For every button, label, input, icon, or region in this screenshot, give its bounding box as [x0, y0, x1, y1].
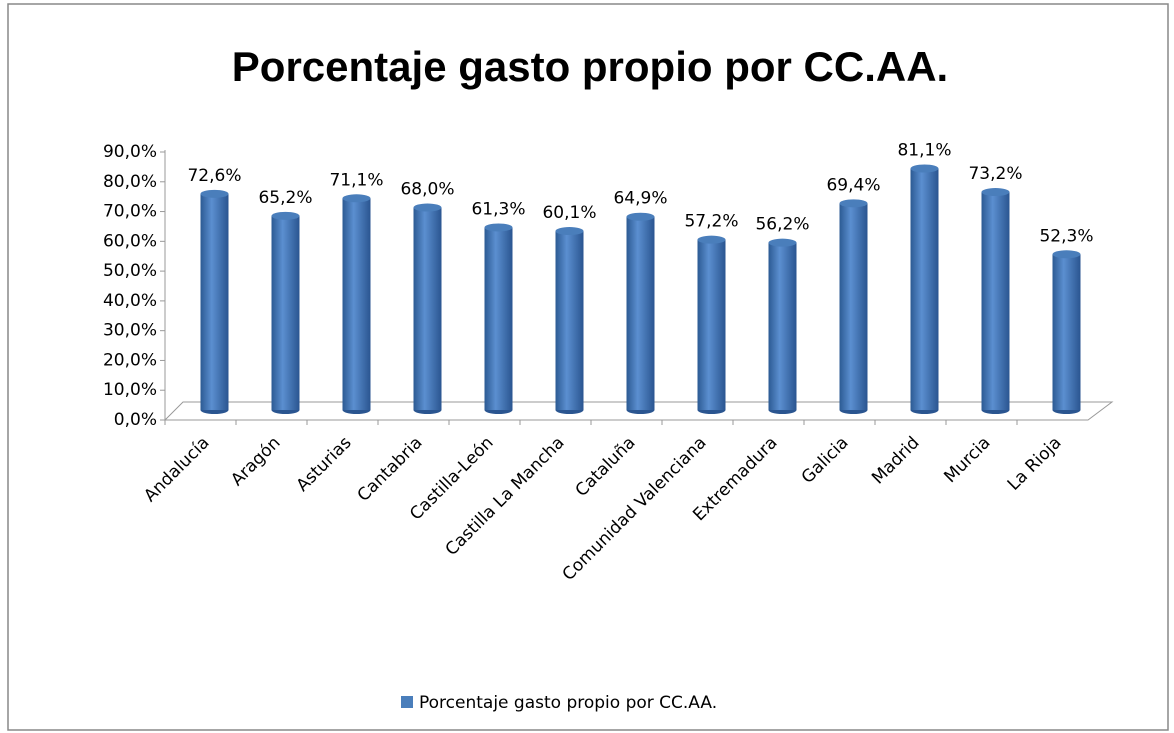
y-tick-label: 80,0%: [103, 172, 157, 192]
bar-cap: [768, 238, 797, 247]
y-tick-label: 90,0%: [103, 142, 157, 162]
bar: [271, 215, 300, 410]
value-label: 56,2%: [755, 215, 809, 235]
legend-label: Porcentaje gasto propio por CC.AA.: [419, 693, 717, 713]
bar-cap: [626, 212, 655, 221]
chart-title: Porcentaje gasto propio por CC.AA.: [232, 43, 948, 90]
bar: [555, 231, 584, 410]
floor: [163, 401, 1114, 421]
value-label: 71,1%: [329, 170, 383, 190]
y-tick-label: 70,0%: [103, 202, 157, 222]
y-tick-label: 40,0%: [103, 291, 157, 311]
bar: [200, 193, 229, 410]
value-label: 64,9%: [613, 189, 667, 209]
bar-cap: [342, 194, 371, 203]
y-tick-label: 0,0%: [114, 410, 157, 430]
bar: [342, 198, 371, 410]
bar: [839, 203, 868, 410]
bar-cap: [555, 227, 584, 236]
y-tick-label: 60,0%: [103, 231, 157, 251]
bar: [768, 242, 797, 410]
value-label: 61,3%: [471, 199, 525, 219]
value-label: 68,0%: [400, 180, 454, 200]
value-label: 60,1%: [542, 203, 596, 223]
bar: [413, 207, 442, 410]
bar-cap: [271, 211, 300, 220]
bar: [626, 216, 655, 410]
value-label: 65,2%: [258, 188, 312, 208]
value-label: 81,1%: [897, 141, 951, 161]
bar: [484, 227, 513, 410]
bar-cap: [910, 164, 939, 173]
bar-cap: [200, 189, 229, 198]
bar-cap: [839, 199, 868, 208]
bar-cap: [1052, 250, 1081, 259]
legend-swatch: [401, 696, 413, 708]
bar: [697, 239, 726, 410]
value-label: 57,2%: [684, 212, 738, 232]
value-label: 73,2%: [968, 164, 1022, 184]
bar-cap: [413, 203, 442, 212]
bar-cap: [697, 235, 726, 244]
bar-cap: [484, 223, 513, 232]
value-label: 72,6%: [187, 166, 241, 186]
y-tick-label: 20,0%: [103, 350, 157, 370]
value-label: 52,3%: [1039, 226, 1093, 246]
bar: [910, 168, 939, 410]
bar: [1052, 254, 1081, 410]
y-tick-label: 50,0%: [103, 261, 157, 281]
y-tick-label: 30,0%: [103, 321, 157, 341]
y-tick-label: 10,0%: [103, 380, 157, 400]
bar: [981, 192, 1010, 410]
value-label: 69,4%: [826, 175, 880, 195]
bar-cap: [981, 188, 1010, 197]
